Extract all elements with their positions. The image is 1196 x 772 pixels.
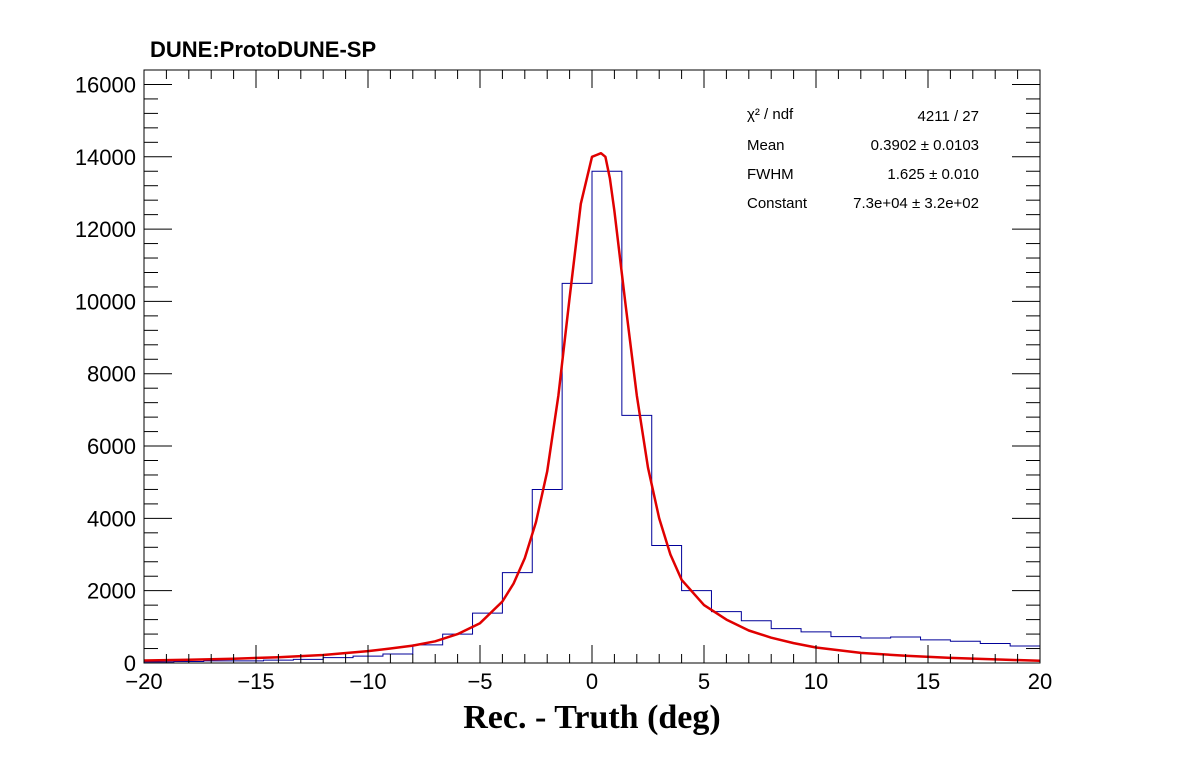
y-tick-label: 14000	[75, 145, 136, 170]
stat-label-chi2: χ² / ndf	[747, 106, 794, 123]
fit-statistics-box: χ² / ndf 4211 / 27 Mean 0.3902 ± 0.0103 …	[747, 106, 979, 212]
chart-header: DUNE:ProtoDUNE-SP	[150, 37, 376, 62]
stat-label-mean: Mean	[747, 137, 785, 154]
stat-value-fwhm: 1.625 ± 0.010	[887, 166, 979, 183]
stat-value-mean: 0.3902 ± 0.0103	[871, 137, 979, 154]
x-tick-label: −20	[125, 669, 162, 694]
x-tick-label: −5	[467, 669, 492, 694]
x-axis-title: Rec. - Truth (deg)	[463, 699, 720, 736]
stat-label-fwhm: FWHM	[747, 166, 794, 183]
y-tick-label: 12000	[75, 217, 136, 242]
y-tick-label: 2000	[87, 579, 136, 604]
x-tick-label: 10	[804, 669, 828, 694]
axes-layer: −20 −15 −10 −5 0 5 10 15 20 0 2000 4000 6000 8000 1000…	[75, 69, 1052, 694]
histogram-layer	[143, 170, 1040, 663]
stat-value-chi2: 4211 / 27	[918, 108, 979, 125]
y-tick-label: 16000	[75, 72, 136, 97]
y-tick-label: 8000	[87, 362, 136, 387]
y-tick-label: 0	[124, 651, 136, 676]
y-tick-label: 6000	[87, 434, 136, 459]
x-tick-label: 20	[1028, 669, 1052, 694]
histogram-step-line	[143, 170, 1040, 663]
y-tick-label: 10000	[75, 289, 136, 314]
stat-value-constant: 7.3e+04 ± 3.2e+02	[853, 195, 979, 212]
fit-layer	[143, 151, 1041, 663]
y-tick-label: 4000	[87, 506, 136, 531]
x-tick-label: 5	[698, 669, 710, 694]
x-tick-label: 15	[916, 669, 940, 694]
x-tick-label: −10	[349, 669, 386, 694]
fit-curve	[143, 151, 1041, 663]
x-tick-label: −15	[237, 669, 274, 694]
x-tick-label: 0	[586, 669, 598, 694]
stat-label-constant: Constant	[747, 195, 808, 212]
